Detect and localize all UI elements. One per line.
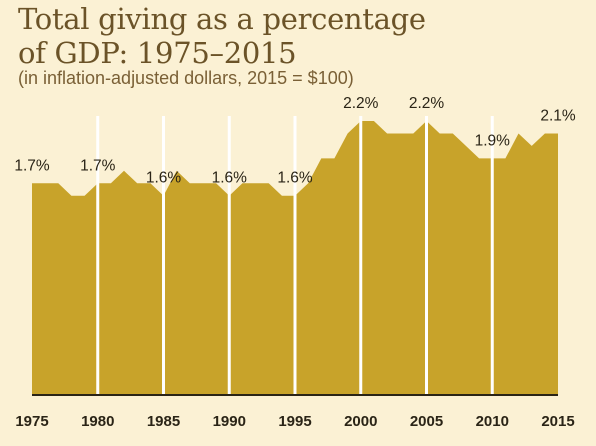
data-label-1990: 1.6% xyxy=(212,170,248,187)
chart-title-line2: of GDP: 1975–2015 xyxy=(18,36,297,70)
x-tick-2010: 2010 xyxy=(476,413,509,430)
x-tick-1995: 1995 xyxy=(278,413,311,430)
x-tick-1990: 1990 xyxy=(213,413,246,430)
data-label-1995: 1.6% xyxy=(277,170,313,187)
x-tick-2005: 2005 xyxy=(410,413,443,430)
x-tick-2015: 2015 xyxy=(541,413,574,430)
separator-layer xyxy=(96,116,494,395)
chart-title: Total giving as a percentage of GDP: 197… xyxy=(18,2,426,70)
data-label-2000: 2.2% xyxy=(343,95,379,112)
data-label-layer: 1.7% 1.7% 1.6% 1.6% 1.6% 2.2% 2.2% 1.9% 2.1% xyxy=(14,95,576,187)
chart-subtitle: (in inflation-adjusted dollars, 2015 = $… xyxy=(18,68,354,88)
chart-title-line1: Total giving as a percentage xyxy=(18,2,426,36)
x-tick-layer: 1975 1980 1985 1990 1995 2000 2005 2010 2015 xyxy=(15,413,574,430)
x-tick-2000: 2000 xyxy=(344,413,377,430)
x-tick-1975: 1975 xyxy=(15,413,48,430)
data-label-2010: 1.9% xyxy=(475,132,511,149)
x-tick-1980: 1980 xyxy=(81,413,114,430)
data-label-2005: 2.2% xyxy=(409,95,445,112)
data-label-1975: 1.7% xyxy=(14,157,50,174)
data-label-1980: 1.7% xyxy=(80,157,116,174)
data-label-2015: 2.1% xyxy=(540,107,576,124)
x-tick-1985: 1985 xyxy=(147,413,180,430)
data-label-1985: 1.6% xyxy=(146,170,182,187)
